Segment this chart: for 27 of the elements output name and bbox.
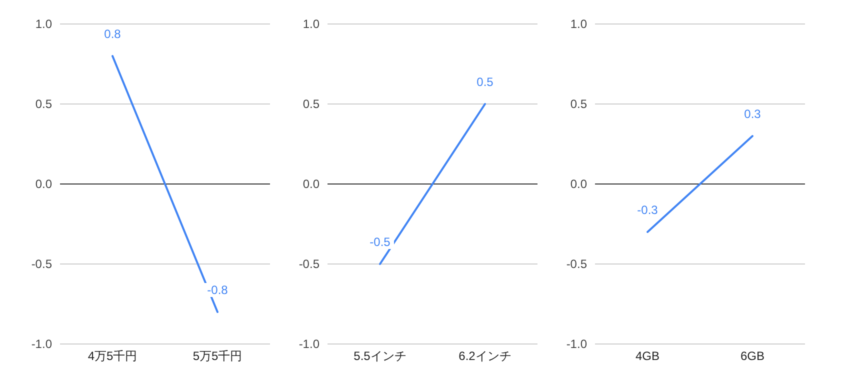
x-tick-label: 6.2インチ <box>458 349 512 363</box>
y-tick-label: 1.0 <box>35 17 52 31</box>
y-tick-label: -0.5 <box>31 257 52 271</box>
y-tick-label: 1.0 <box>570 17 588 31</box>
x-tick-label: 5.5インチ <box>354 349 406 363</box>
x-tick-label: 4GB <box>635 349 660 363</box>
y-tick-label: -0.5 <box>298 257 320 271</box>
data-label: -0.8 <box>207 283 228 297</box>
y-tick-label: 0.0 <box>570 177 588 191</box>
y-tick-label: -1.0 <box>298 337 320 351</box>
data-label: 0.8 <box>104 27 122 41</box>
y-tick-label: -0.5 <box>566 257 588 271</box>
y-tick-label: 0.5 <box>570 97 588 111</box>
y-tick-label: -1.0 <box>566 337 588 351</box>
data-label: 0.5 <box>476 75 494 89</box>
y-tick-label: 1.0 <box>302 17 320 31</box>
y-tick-label: 0.0 <box>35 177 52 191</box>
data-label: 0.3 <box>744 107 762 121</box>
x-tick-label: 6GB <box>740 349 765 363</box>
x-tick-label: 5万5千円 <box>192 349 242 363</box>
y-tick-label: 0.0 <box>302 177 320 191</box>
x-tick-label: 4万5千円 <box>88 349 138 363</box>
data-label: -0.5 <box>370 235 391 249</box>
y-tick-label: 0.5 <box>302 97 320 111</box>
y-tick-label: -1.0 <box>31 337 52 351</box>
y-tick-label: 0.5 <box>35 97 52 111</box>
data-label: -0.3 <box>637 203 658 217</box>
